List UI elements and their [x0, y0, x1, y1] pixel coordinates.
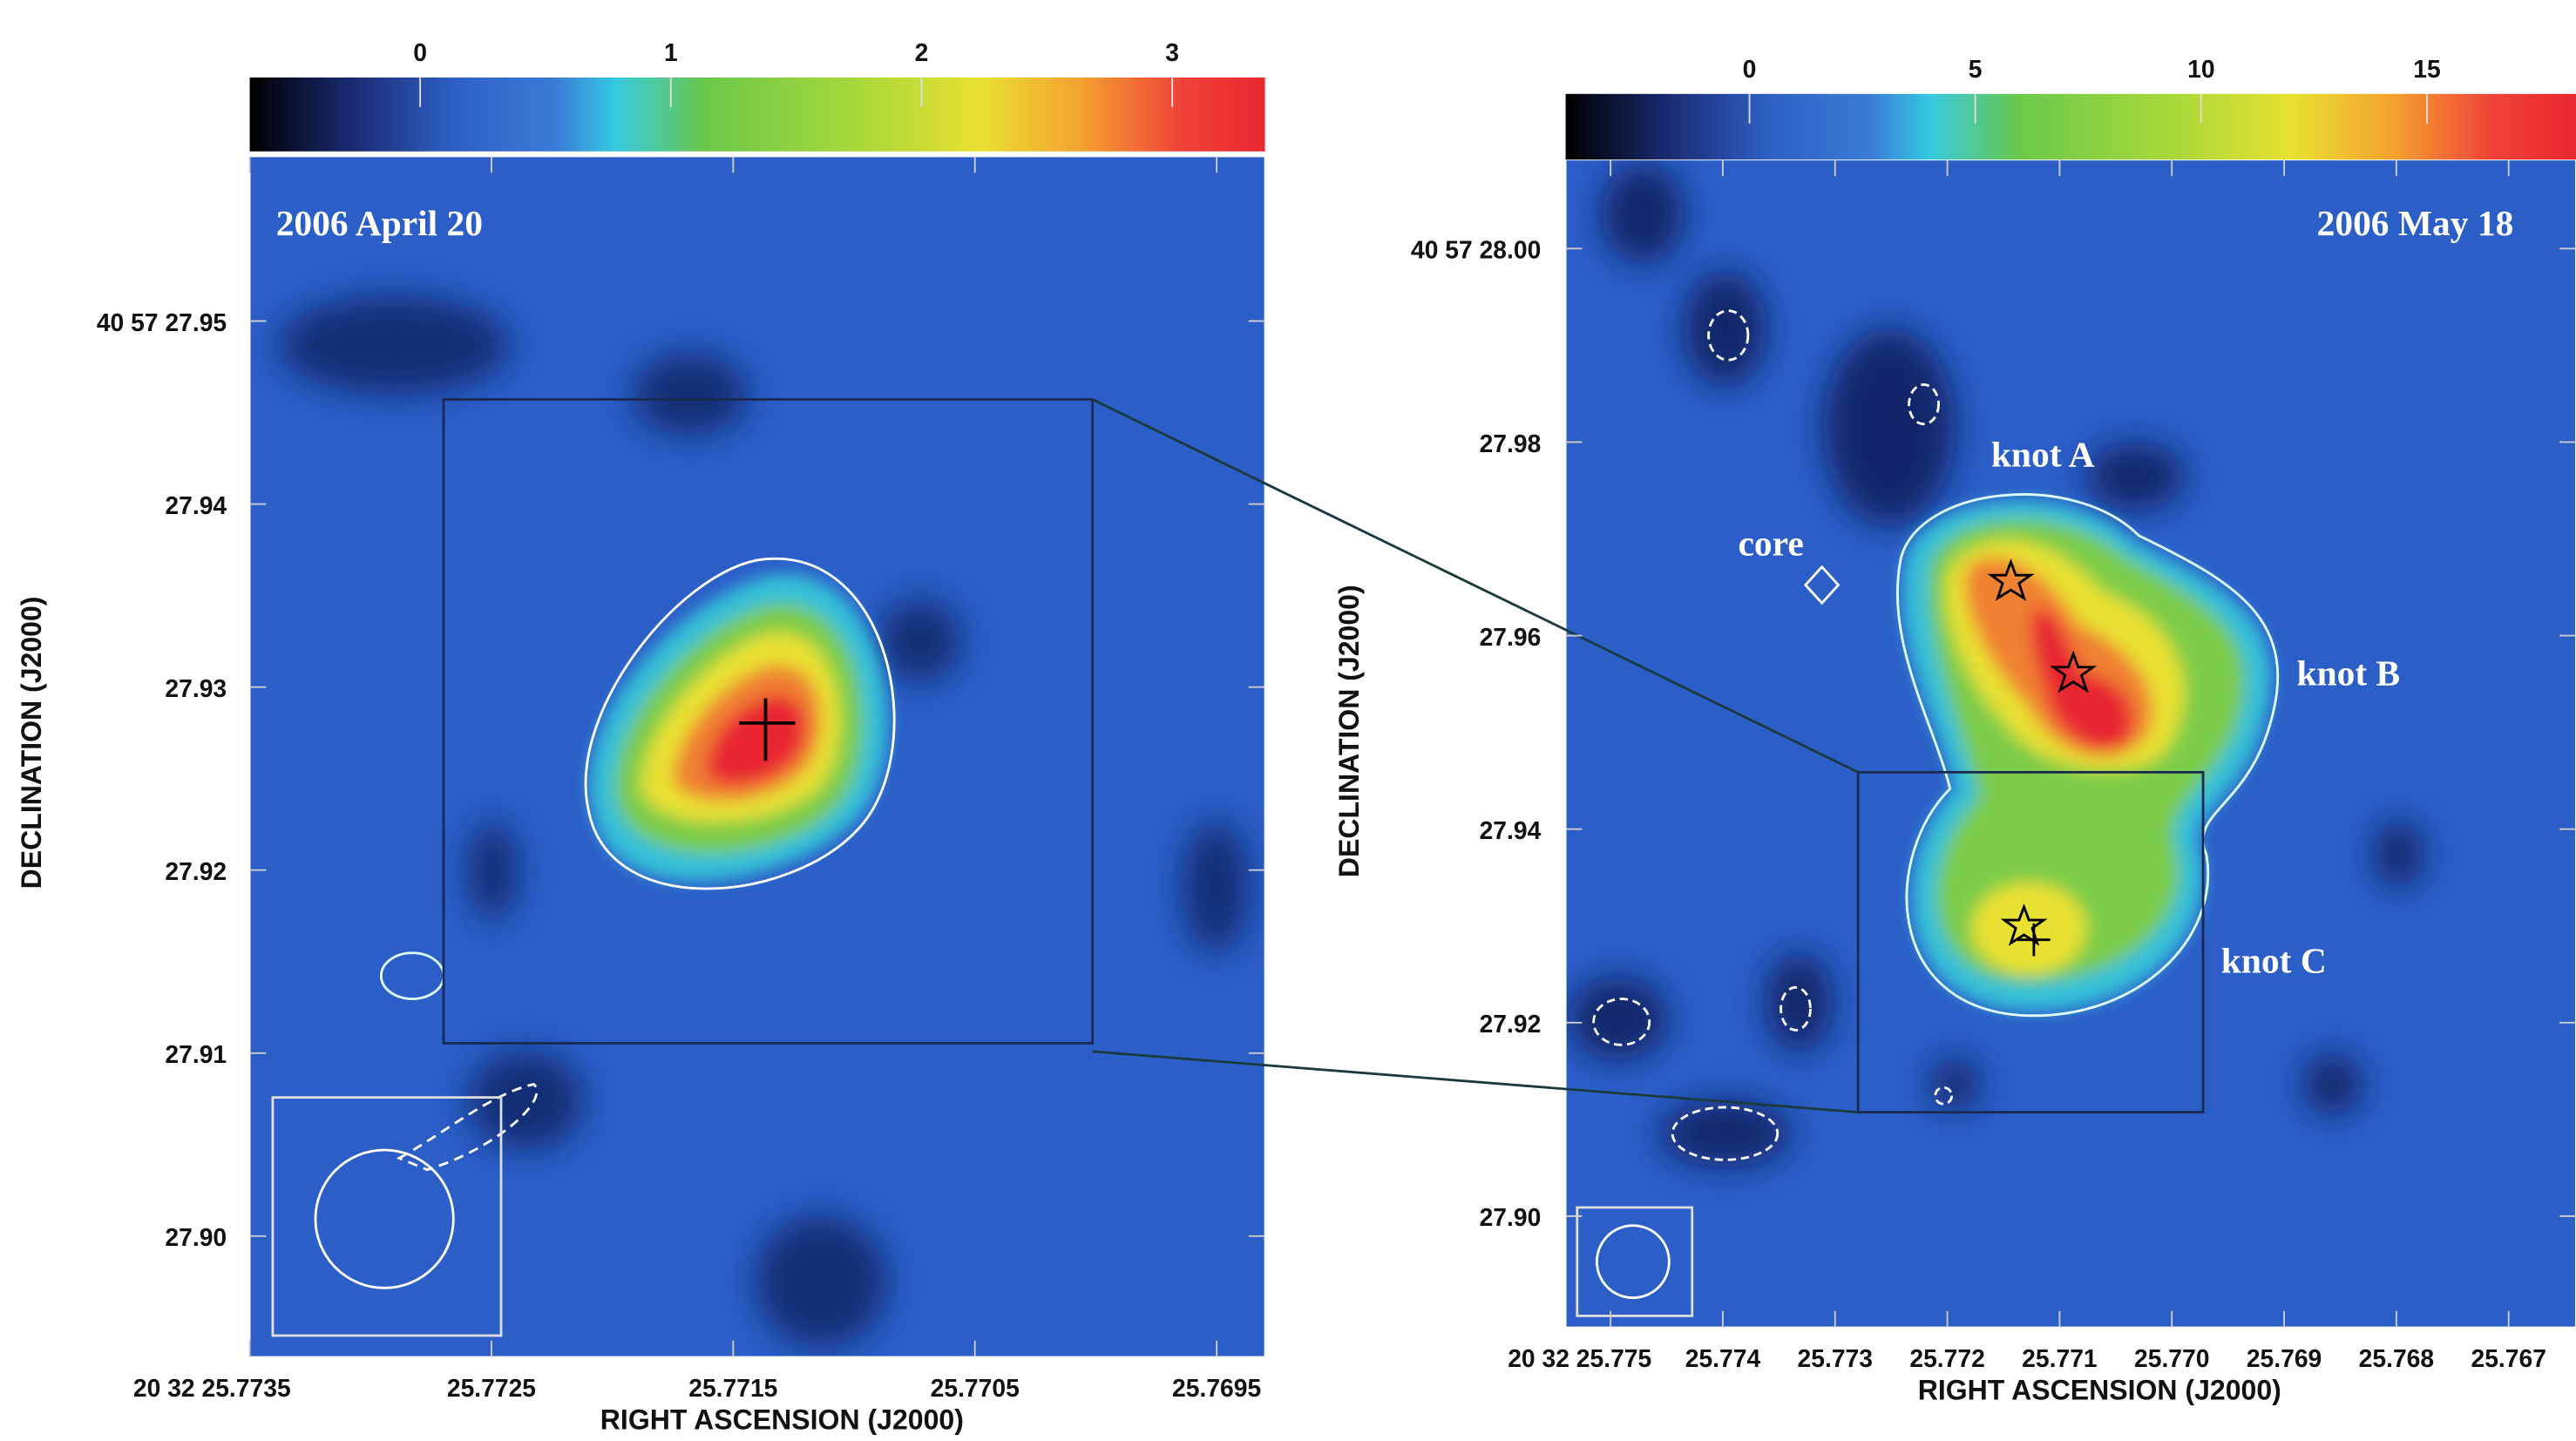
y-tick-label: 27.94: [1480, 816, 1542, 844]
x-tick-label: 25.773: [1798, 1344, 1873, 1372]
page: 2006 April 20 2006 May 18 knot A knot B …: [0, 0, 2576, 1441]
x-tick-label: 25.7725: [447, 1374, 536, 1402]
x-tick-label: 25.7695: [1172, 1374, 1261, 1402]
colorbar-tick-label: 1: [664, 38, 678, 66]
y-axis-label: DECLINATION (J2000): [1333, 585, 1365, 877]
x-tick-label: 20 32 25.7735: [133, 1374, 291, 1402]
annotation: knot A: [1991, 435, 2095, 475]
x-tick-label: 25.769: [2247, 1344, 2322, 1372]
y-tick-label: 27.94: [165, 491, 227, 519]
figure: 2006 April 20 2006 May 18 knot A knot B …: [0, 0, 2576, 1441]
colorbar: [1566, 94, 2576, 159]
y-tick-label: 27.90: [1480, 1203, 1542, 1231]
x-tick-label: 25.7715: [688, 1374, 777, 1402]
y-tick-label: 40 57 27.95: [97, 308, 227, 336]
colorbar-tick-label: 10: [2187, 55, 2214, 83]
colorbar-tick-label: 3: [1165, 38, 1179, 66]
x-axis-label: RIGHT ASCENSION (J2000): [1918, 1375, 2281, 1406]
colorbar-tick-label: 2: [915, 38, 929, 66]
colorbar-tick-label: 5: [1969, 55, 1983, 83]
x-tick-label: 25.774: [1685, 1344, 1761, 1372]
y-tick-label: 27.96: [1480, 623, 1542, 651]
y-tick-label: 27.98: [1480, 430, 1542, 457]
x-tick-label: 25.7705: [931, 1374, 1020, 1402]
y-tick-label: 40 57 28.00: [1411, 236, 1541, 264]
y-tick-label: 27.90: [165, 1223, 227, 1251]
x-tick-label: 25.772: [1909, 1344, 1984, 1372]
y-axis-label: DECLINATION (J2000): [16, 597, 47, 890]
colorbar-tick-label: 15: [2413, 55, 2440, 83]
panel-title: 2006 April 20: [276, 203, 483, 243]
x-tick-label: 20 32 25.775: [1508, 1344, 1651, 1372]
map-image: [1566, 159, 2576, 1327]
y-tick-label: 27.92: [1480, 1010, 1542, 1038]
annotation: core: [1739, 524, 1804, 564]
y-tick-label: 27.91: [165, 1040, 227, 1068]
y-tick-label: 27.93: [165, 674, 227, 702]
colorbar-tick-label: 0: [1743, 55, 1757, 83]
x-tick-label: 25.770: [2134, 1344, 2209, 1372]
x-tick-label: 25.767: [2471, 1344, 2545, 1372]
x-tick-label: 25.771: [2022, 1344, 2097, 1372]
panel-title: 2006 May 18: [2317, 203, 2514, 243]
x-tick-label: 25.768: [2359, 1344, 2434, 1372]
annotation: knot C: [2221, 940, 2327, 980]
map-image: [250, 156, 1265, 1356]
colorbar: [250, 78, 1265, 152]
y-tick-label: 27.92: [165, 857, 227, 885]
x-axis-label: RIGHT ASCENSION (J2000): [600, 1404, 964, 1435]
annotation: knot B: [2297, 653, 2401, 693]
colorbar-tick-label: 0: [413, 38, 427, 66]
